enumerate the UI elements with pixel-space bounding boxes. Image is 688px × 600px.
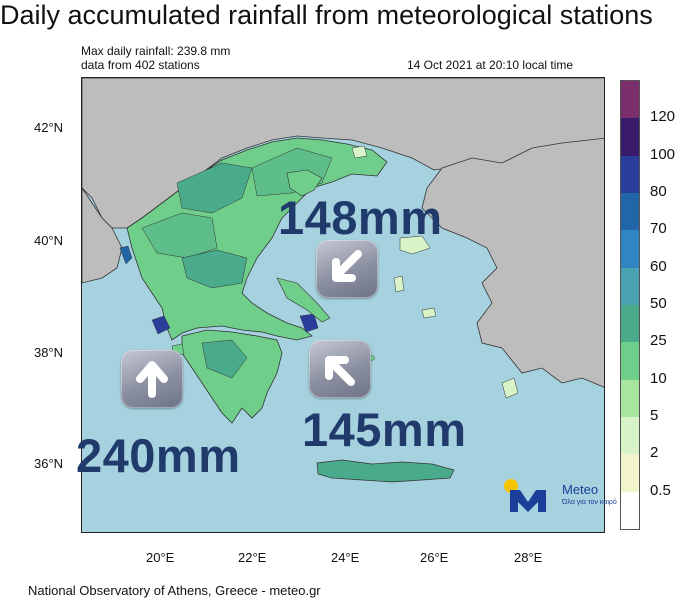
colorbar-segment: [621, 155, 639, 194]
colorbar-segment: [621, 267, 639, 306]
colorbar-segment: [621, 81, 639, 119]
map-graphic: [82, 78, 604, 532]
logo-name: Meteo: [562, 482, 599, 497]
colorbar-label: 25: [650, 332, 667, 350]
lat-label: 36°N: [34, 456, 64, 471]
colorbar-label: 0.5: [650, 481, 671, 499]
west-rainfall-value: 240mm: [76, 429, 241, 482]
lat-label: 38°N: [34, 345, 64, 360]
colorbar-label: 10: [650, 369, 667, 387]
colorbar-label: 100: [650, 145, 676, 163]
lon-label: 28°E: [514, 550, 543, 565]
lon-label: 20°E: [146, 550, 175, 565]
colorbar-label: 50: [650, 295, 667, 312]
colorbar-segment: [621, 417, 639, 455]
arrow-up-left-icon: [309, 340, 371, 398]
colorbar-segment: [621, 379, 639, 418]
lon-label: 22°E: [238, 550, 267, 565]
colorbar-segment: [621, 230, 639, 269]
map-title: Daily accumulated rainfall from meteorol…: [0, 0, 653, 30]
max-rainfall-text: Max daily rainfall: 239.8 mm: [81, 44, 231, 58]
rainfall-map: [81, 77, 605, 533]
colorbar-label: 5: [650, 407, 659, 424]
colorbar-label: 120: [650, 108, 676, 126]
colorbar-segment: [621, 342, 639, 381]
colorbar: [620, 80, 640, 530]
arrow-down-left-icon: [316, 240, 378, 298]
station-count-text: data from 402 stations: [81, 58, 200, 72]
colorbar-label: 2: [650, 444, 659, 462]
meteo-logo: [500, 478, 610, 518]
colorbar-segment: [621, 454, 639, 493]
north-rainfall-value: 148mm: [278, 191, 443, 244]
colorbar-segment: [621, 193, 639, 231]
footer-credit: National Observatory of Athens, Greece -…: [28, 583, 321, 598]
colorbar-label: 70: [650, 220, 667, 238]
colorbar-segment: [621, 118, 639, 157]
colorbar-label: 60: [650, 257, 667, 275]
timestamp-text: 14 Oct 2021 at 20:10 local time: [407, 58, 574, 72]
lat-label: 42°N: [34, 120, 64, 135]
colorbar-segment: [621, 491, 639, 530]
arrow-up-icon: [121, 350, 183, 408]
lon-label: 26°E: [420, 550, 449, 565]
lon-label: 24°E: [331, 550, 360, 565]
colorbar-segment: [621, 305, 639, 343]
colorbar-label: 80: [650, 183, 667, 200]
east-rainfall-value: 145mm: [302, 403, 467, 456]
lat-label: 40°N: [34, 233, 64, 248]
logo-tagline: Όλα για τον καιρό: [562, 499, 617, 506]
